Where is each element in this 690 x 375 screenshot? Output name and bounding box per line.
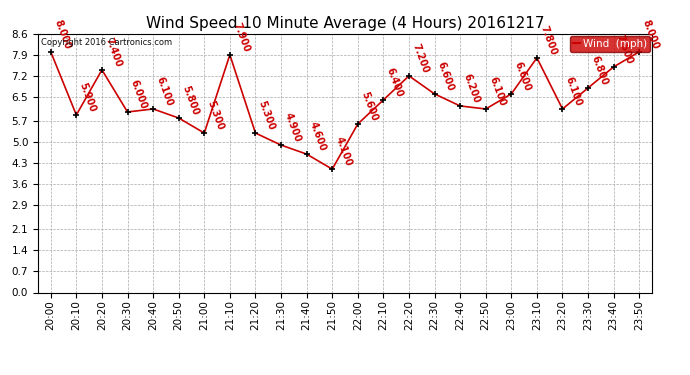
- Text: 5.600: 5.600: [359, 90, 379, 123]
- Text: 5.300: 5.300: [257, 99, 277, 132]
- Text: 7.200: 7.200: [411, 42, 430, 74]
- Text: 6.400: 6.400: [384, 66, 404, 99]
- Text: 4.900: 4.900: [282, 111, 302, 144]
- Text: 7.500: 7.500: [615, 33, 635, 65]
- Title: Wind Speed 10 Minute Average (4 Hours) 20161217: Wind Speed 10 Minute Average (4 Hours) 2…: [146, 16, 544, 31]
- Text: 5.800: 5.800: [180, 84, 200, 117]
- Text: 8.000: 8.000: [640, 18, 660, 50]
- Text: 4.100: 4.100: [333, 135, 353, 168]
- Text: Copyright 2016 Cartronics.com: Copyright 2016 Cartronics.com: [41, 38, 172, 46]
- Text: 6.100: 6.100: [487, 75, 507, 108]
- Text: 6.100: 6.100: [564, 75, 584, 108]
- Text: 4.600: 4.600: [308, 120, 328, 153]
- Text: 6.600: 6.600: [436, 60, 456, 92]
- Text: 5.300: 5.300: [206, 99, 226, 132]
- Legend: Wind  (mph): Wind (mph): [570, 36, 650, 52]
- Text: 5.900: 5.900: [77, 81, 97, 114]
- Text: 8.000: 8.000: [52, 18, 72, 50]
- Text: 6.600: 6.600: [513, 60, 533, 92]
- Text: 6.000: 6.000: [129, 78, 149, 111]
- Text: 7.900: 7.900: [231, 21, 251, 53]
- Text: 7.800: 7.800: [538, 24, 558, 56]
- Text: 7.400: 7.400: [104, 36, 123, 68]
- Text: 6.200: 6.200: [462, 72, 482, 105]
- Text: 6.800: 6.800: [589, 54, 609, 86]
- Text: 6.100: 6.100: [155, 75, 175, 108]
